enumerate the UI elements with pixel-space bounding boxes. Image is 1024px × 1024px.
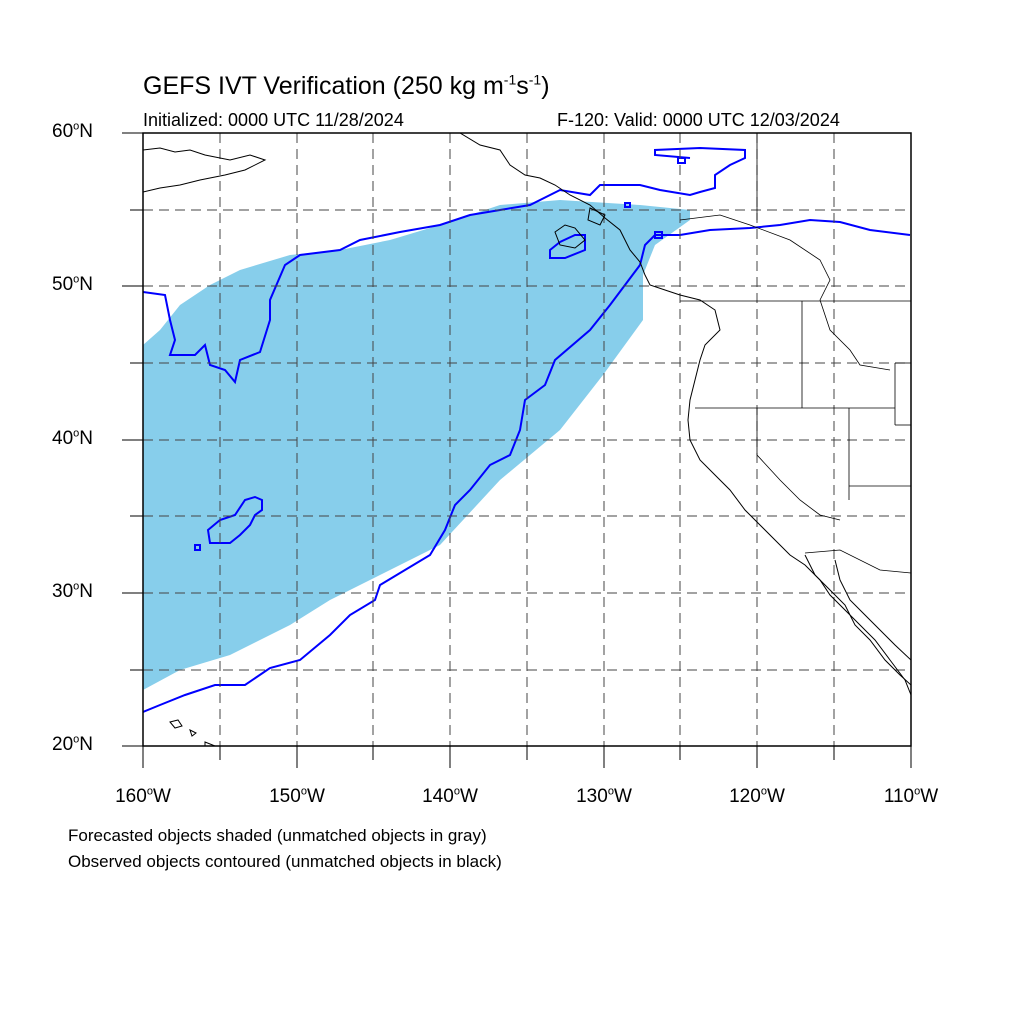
observed-ivt-contour-islands bbox=[549, 157, 686, 259]
lon-label-110w: 110oW bbox=[883, 785, 939, 807]
lon-label-160w: 160oW bbox=[115, 785, 171, 807]
observed-ivt-contour bbox=[143, 218, 911, 713]
tick-marks bbox=[122, 132, 912, 768]
lat-label-40: 40oN bbox=[52, 427, 93, 449]
forecast-ivt-object bbox=[143, 200, 690, 690]
lat-label-30: 30oN bbox=[52, 580, 93, 602]
coastlines bbox=[143, 133, 911, 746]
note-observed: Observed objects contoured (unmatched ob… bbox=[68, 852, 502, 871]
chart-title: GEFS IVT Verification (250 kg m-1s-1) bbox=[143, 71, 550, 100]
lat-label-50: 50oN bbox=[52, 273, 93, 295]
lat-label-20: 20oN bbox=[52, 733, 93, 755]
political-borders bbox=[679, 133, 911, 574]
observed-ivt-contour-north bbox=[143, 146, 746, 385]
valid-time: F-120: Valid: 0000 UTC 12/03/2024 bbox=[557, 110, 840, 130]
initialized-time: Initialized: 0000 UTC 11/28/2024 bbox=[143, 110, 404, 130]
lon-label-140w: 140oW bbox=[422, 785, 478, 807]
lon-label-120w: 120oW bbox=[729, 785, 785, 807]
observed-ivt-contour-small bbox=[194, 495, 263, 551]
lon-label-130w: 130oW bbox=[576, 785, 632, 807]
note-forecast: Forecasted objects shaded (unmatched obj… bbox=[68, 826, 487, 845]
lat-label-60: 60oN bbox=[52, 120, 93, 142]
graticule bbox=[143, 133, 911, 746]
lon-label-150w: 150oW bbox=[269, 785, 325, 807]
